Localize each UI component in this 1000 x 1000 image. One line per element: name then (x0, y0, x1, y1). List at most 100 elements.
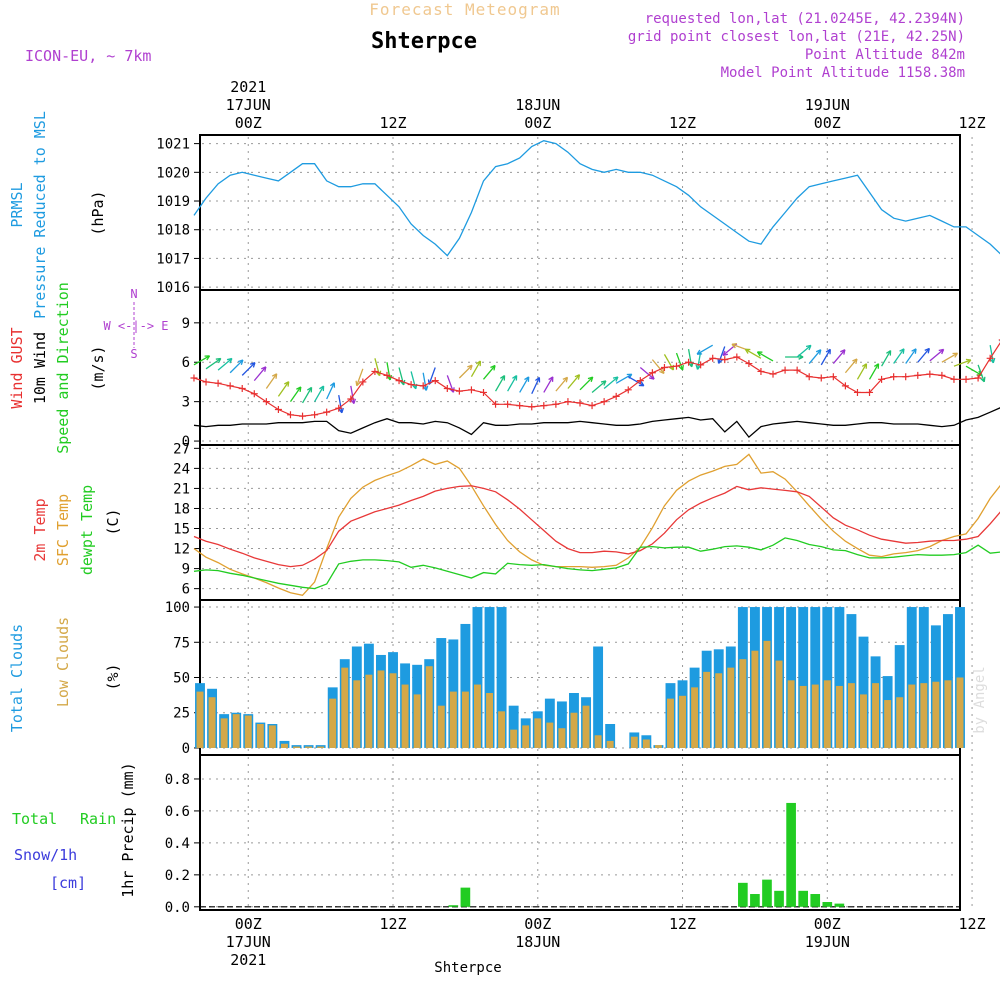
wind-gust-marker (419, 382, 427, 390)
wind-gust-marker (588, 402, 596, 410)
y-tick-label: 1019 (156, 194, 190, 210)
bottom-time-label: 12Z (669, 915, 696, 933)
wind-direction-arrow (929, 348, 945, 362)
low-cloud-bar (799, 685, 807, 748)
wind-gust-marker (467, 386, 475, 394)
wind-direction-arrow (482, 365, 496, 380)
wind-direction-arrow (205, 357, 222, 370)
product-title: Forecast Meteogram (369, 0, 560, 19)
grid-coords: grid point closest lon,lat (21E, 42.25N) (628, 29, 965, 45)
low-cloud-bar (715, 673, 723, 748)
wind-gust-label: Wind GUST (8, 327, 26, 408)
wind-direction-arrowhead (319, 385, 325, 392)
wind-direction-arrowhead (938, 348, 945, 355)
wind-direction-arrow (356, 368, 364, 386)
wind-gust-marker (673, 362, 681, 370)
wind-direction-arrowhead (805, 344, 812, 351)
wind-gust-marker (636, 377, 644, 385)
y-tick-label: 100 (165, 600, 190, 616)
low-cloud-bar (944, 680, 952, 748)
wind-gust-marker (938, 371, 946, 379)
total-cloud-bar (460, 623, 471, 748)
wind-gust-marker (359, 378, 367, 386)
total-cloud-bar (508, 705, 519, 748)
low-cloud-bar (413, 694, 421, 748)
low-cloud-bar (473, 684, 481, 748)
dewpoint-line (193, 537, 1000, 590)
wind-direction-arrowhead (548, 376, 554, 382)
wind-direction-arrowhead (638, 381, 645, 387)
pressure-label-2: Pressure Reduced to MSL (31, 111, 49, 319)
wind-direction-arrowhead (840, 349, 846, 355)
total-cloud-bar (894, 645, 905, 748)
wind-direction-arrowhead (600, 380, 607, 386)
wind-direction-arrow (289, 386, 302, 403)
low-cloud-bar (389, 673, 397, 748)
dewpoint-label: dewpt Temp (78, 485, 96, 575)
wind-direction-arrowhead (678, 364, 684, 371)
wind-direction-arrowhead (467, 364, 473, 371)
wind-direction-arrow (696, 351, 702, 370)
wind-gust-marker (660, 364, 668, 371)
total-cloud-bar (436, 638, 447, 748)
rain-bar (750, 894, 760, 907)
point-altitude: Point Altitude 842m (805, 47, 965, 63)
sfc-temp-line (193, 453, 1000, 597)
total-cloud-bar (858, 636, 869, 748)
wind-direction-arrow (253, 366, 267, 382)
wind-gust-marker (829, 373, 837, 381)
wind-direction-arrow (893, 348, 905, 364)
total-clouds-label: Total Clouds (8, 624, 26, 732)
top-time-label: 2021 (230, 78, 266, 96)
bottom-location: Shterpce (434, 960, 501, 976)
low-cloud-bar (546, 722, 554, 748)
wind-direction-arrowhead (306, 386, 313, 393)
wind-direction-arrowhead (612, 376, 619, 382)
wind-gust-marker (974, 374, 982, 382)
wind-direction-arrowhead (329, 382, 336, 388)
bottom-time-label: 12Z (379, 915, 406, 933)
low-cloud-bar (835, 685, 843, 748)
wind-direction-arrow (555, 376, 568, 392)
low-cloud-bar (872, 683, 880, 748)
wind-direction-arrowhead (695, 364, 702, 370)
total-cloud-bar (303, 745, 314, 748)
wind-gust-marker (745, 360, 753, 368)
wind-direction-arrowhead (535, 376, 541, 383)
wind-gust-marker (274, 406, 282, 414)
low-cloud-bar (377, 670, 385, 748)
wind-direction-arrow (531, 377, 540, 395)
y-tick-label: 12 (173, 542, 190, 558)
wind-speed-dir-label: Speed and Direction (54, 282, 72, 454)
wind-gust-marker (407, 381, 415, 389)
wind-direction-arrow (314, 385, 325, 402)
wind-direction-arrow (410, 371, 417, 389)
compass-north: N (130, 287, 137, 301)
low-cloud-bar (630, 736, 638, 748)
y-tick-label: 1021 (156, 137, 190, 153)
wind-gust-marker (612, 392, 620, 400)
low-cloud-bar (787, 680, 795, 748)
wind-direction-arrow (217, 358, 233, 371)
total-cloud-bar (834, 607, 845, 748)
pressure-label-1: PRMSL (8, 182, 26, 227)
wind-direction-arrow (844, 358, 858, 374)
y-tick-label: 1018 (156, 223, 190, 239)
wind-direction-arrow (277, 381, 290, 397)
y-tick-label: 6 (182, 355, 190, 371)
wind-direction-arrow (543, 376, 554, 393)
wind-direction-arrow (696, 344, 714, 355)
wind-gust-marker (504, 400, 512, 408)
total-rain-label: Total (12, 810, 57, 828)
wind-direction-arrow (663, 354, 675, 371)
wind-gust-marker (347, 395, 355, 403)
wind-direction-arrow (917, 348, 930, 363)
wind-gust-marker (528, 403, 536, 411)
low-cloud-bar (196, 691, 204, 748)
bottom-time-label: 00Z (235, 915, 262, 933)
wind-direction-arrowhead (744, 348, 751, 354)
total-cloud-bar (810, 607, 821, 748)
wind-direction-arrowhead (260, 366, 267, 372)
wind-direction-arrow (519, 376, 530, 393)
